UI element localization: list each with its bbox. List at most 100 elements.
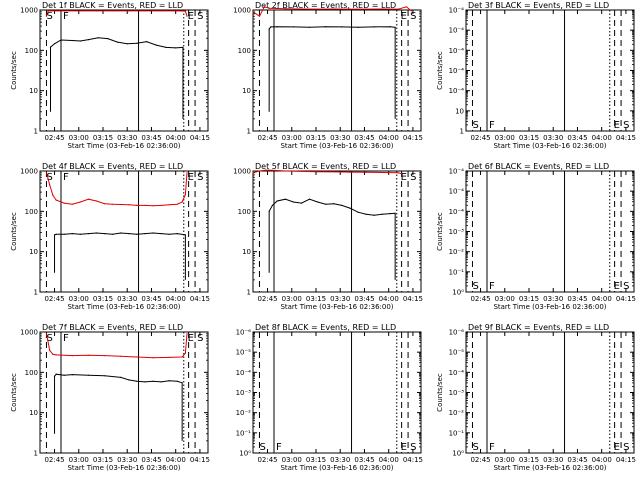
- data-point: [176, 380, 178, 382]
- panel-title: Det 1f BLACK = Events, RED = LLD: [42, 1, 183, 10]
- data-point: [263, 6, 265, 8]
- data-point: [49, 46, 52, 48]
- data-point: [95, 232, 98, 234]
- chart-panel-2: Det 2f BLACK = Events, RED = LLD 1 10 100 10…: [233, 1, 423, 150]
- x-tick-label: 03:00: [282, 295, 302, 303]
- y-tick-label: 100: [25, 47, 38, 55]
- marker-label-f: F: [63, 172, 69, 183]
- data-point: [71, 203, 73, 205]
- data-point: [292, 201, 294, 203]
- x-tick-label: 04:00: [592, 295, 612, 303]
- x-tick-label: 03:00: [69, 134, 89, 142]
- marker-label-s: S: [46, 172, 52, 183]
- data-point: [160, 204, 162, 206]
- data-point: [146, 41, 148, 43]
- data-point: [104, 233, 106, 235]
- marker-label-s2: S: [623, 281, 629, 292]
- x-tick-label: 03:45: [567, 134, 587, 142]
- marker-label-e: E: [401, 442, 407, 453]
- x-tick-label: 03:30: [330, 134, 350, 142]
- data-point: [116, 41, 119, 43]
- y-tick-label: 10⁻⁶: [449, 329, 465, 337]
- x-tick-label: 04:15: [190, 456, 210, 464]
- y-tick-label: 10⁰: [452, 289, 464, 297]
- data-point: [349, 8, 351, 10]
- y-tick-label: 10⁻⁴: [449, 87, 465, 95]
- marker-label-s: S: [259, 442, 265, 453]
- data-point: [373, 26, 375, 28]
- y-tick-label: 10: [455, 107, 464, 115]
- x-tick-label: 03:15: [519, 295, 539, 303]
- data-point: [136, 233, 138, 235]
- x-tick-label: 03:30: [117, 456, 137, 464]
- marker-label-f: F: [63, 11, 69, 22]
- data-point: [349, 171, 351, 173]
- data-point: [128, 204, 130, 206]
- marker-label-s2: S: [410, 172, 416, 183]
- data-point: [136, 380, 138, 382]
- data-point: [144, 381, 146, 383]
- data-point: [136, 356, 138, 358]
- data-point: [184, 194, 186, 196]
- data-point: [60, 39, 62, 41]
- y-axis-label: Counts/sec: [10, 51, 18, 90]
- data-point: [152, 380, 154, 382]
- y-tick-label: 100: [25, 369, 38, 377]
- data-point: [45, 172, 48, 174]
- data-point: [79, 40, 81, 42]
- data-point: [87, 198, 90, 200]
- x-tick-label: 03:30: [543, 134, 563, 142]
- x-tick-label: 03:00: [282, 134, 302, 142]
- data-point: [317, 201, 319, 203]
- data-point: [55, 354, 57, 356]
- x-axis-label: Start Time (03-Feb-16 02:36:00): [67, 464, 180, 472]
- y-tick-label: 1: [460, 128, 464, 136]
- data-point: [381, 8, 383, 10]
- data-point: [357, 211, 359, 213]
- x-tick-label: 03:30: [543, 456, 563, 464]
- data-point: [410, 10, 412, 12]
- y-axis-label: Counts/sec: [436, 373, 444, 412]
- y-tick-label: 1000: [233, 168, 251, 176]
- marker-label-s: S: [46, 11, 52, 22]
- data-point: [317, 8, 319, 10]
- data-point: [155, 44, 157, 46]
- data-point: [126, 43, 128, 45]
- y-tick-label: 1: [247, 128, 251, 136]
- y-tick-label: 10⁻⁵: [449, 349, 465, 357]
- data-point: [112, 233, 114, 235]
- data-point: [341, 204, 343, 206]
- y-tick-label: 10⁻⁴: [449, 7, 465, 15]
- plot-frame: [252, 170, 422, 293]
- x-tick-label: 04:00: [166, 134, 186, 142]
- plot-frame: [39, 170, 209, 293]
- y-tick-label: 100: [25, 208, 38, 216]
- data-point: [365, 8, 367, 10]
- data-point: [128, 233, 130, 235]
- data-point: [160, 233, 162, 235]
- data-point: [397, 8, 399, 10]
- data-point: [71, 233, 73, 235]
- data-point: [87, 374, 90, 376]
- data-point: [176, 203, 178, 205]
- data-point: [292, 26, 294, 28]
- y-tick-label: 10⁻⁴: [449, 168, 465, 176]
- x-tick-label: 03:15: [306, 134, 326, 142]
- x-tick-label: 02:45: [470, 134, 490, 142]
- data-point: [284, 170, 286, 172]
- y-tick-label: 1000: [233, 7, 251, 15]
- y-tick-label: 10⁻²: [236, 409, 252, 417]
- data-point: [325, 26, 327, 28]
- data-point: [52, 194, 54, 196]
- x-axis-label: Start Time (03-Feb-16 02:36:00): [280, 303, 393, 311]
- x-tick-label: 04:00: [379, 295, 399, 303]
- data-point: [333, 203, 335, 205]
- data-point: [63, 10, 65, 12]
- chart-panel-6: Det 6f BLACK = Events, RED = LLD 10⁰ 10⁻¹ 1…: [436, 162, 636, 311]
- data-point: [176, 233, 178, 235]
- data-point: [271, 204, 273, 206]
- data-point: [104, 355, 106, 357]
- x-tick-label: 03:15: [519, 134, 539, 142]
- data-point: [184, 10, 186, 12]
- data-point: [182, 46, 184, 49]
